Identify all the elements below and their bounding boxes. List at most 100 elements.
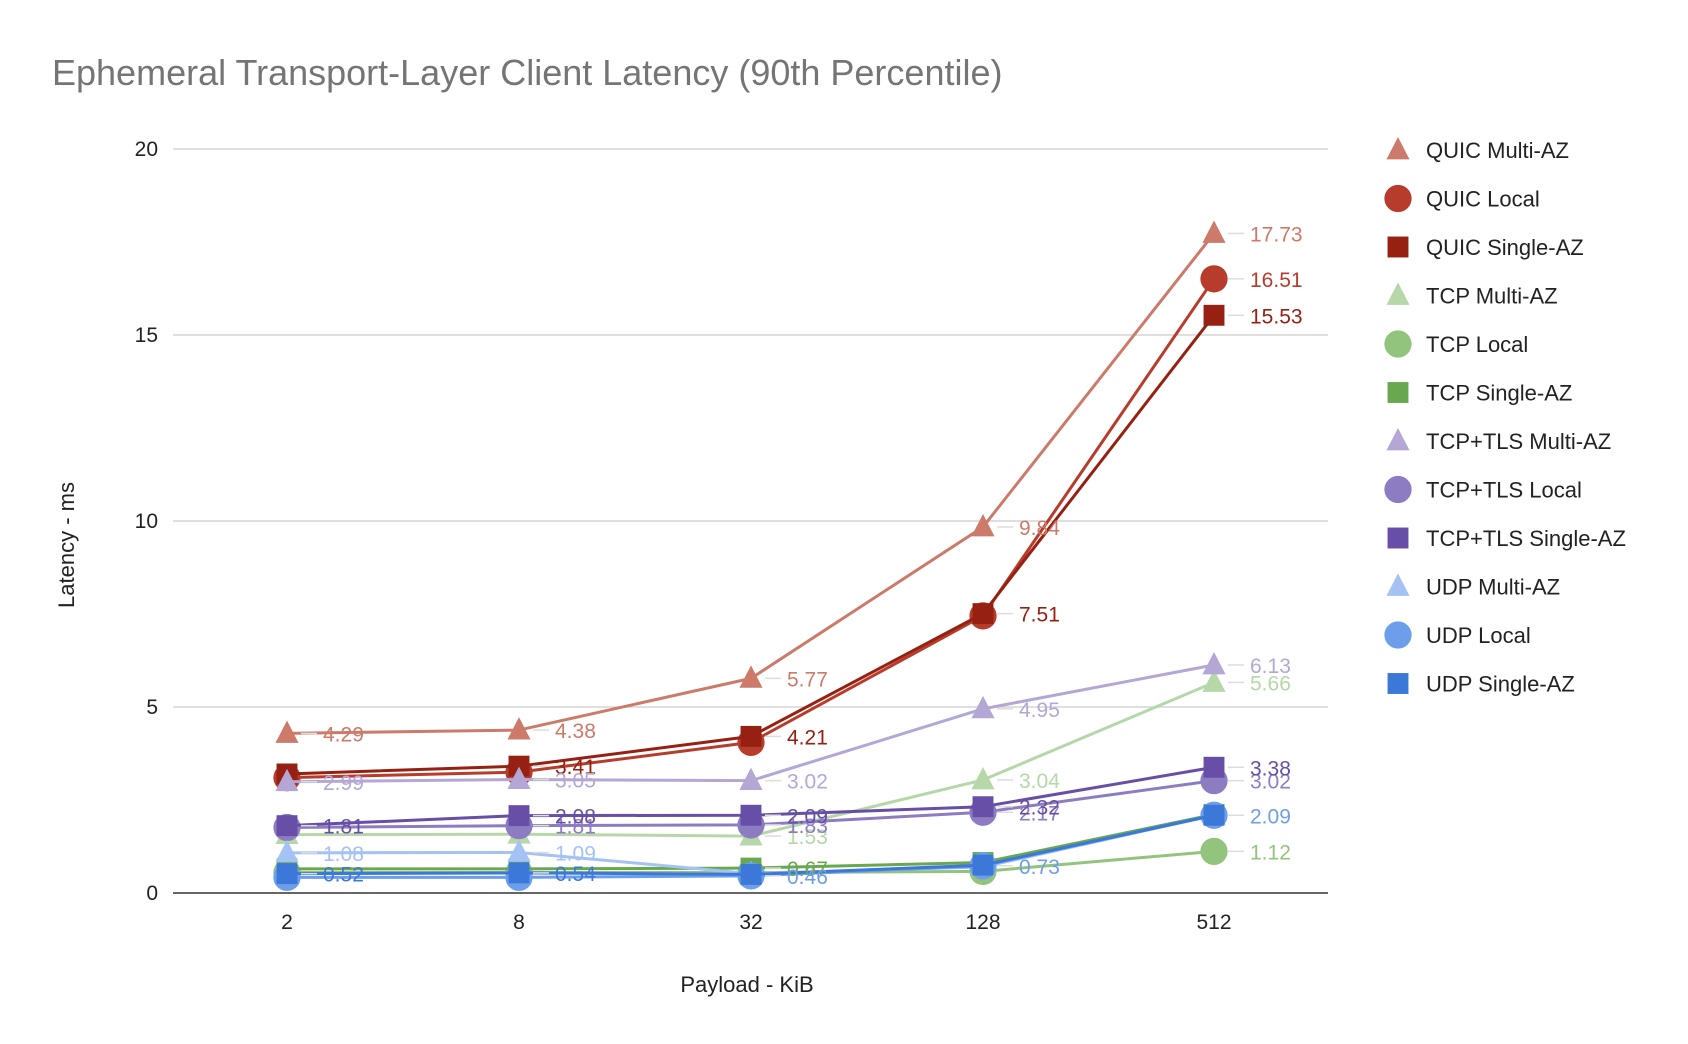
legend-item: TCP Multi-AZ — [1386, 282, 1558, 309]
data-label: 1.09 — [555, 842, 596, 865]
data-point — [1203, 756, 1225, 778]
data-label: 5.77 — [787, 668, 828, 691]
data-label: 0.67 — [787, 858, 828, 881]
legend-item: UDP Multi-AZ — [1386, 573, 1560, 600]
data-point — [972, 854, 994, 876]
data-point — [740, 804, 762, 826]
data-label: 16.51 — [1250, 269, 1303, 292]
legend-label: QUIC Multi-AZ — [1426, 138, 1569, 163]
data-label: 6.13 — [1250, 655, 1291, 678]
legend-label: UDP Single-AZ — [1426, 672, 1575, 697]
data-label: 1.83 — [787, 815, 828, 838]
data-label: 1.08 — [323, 843, 364, 866]
data-label: 1.81 — [555, 816, 596, 839]
legend-marker — [1386, 573, 1410, 596]
data-label: 3.02 — [787, 771, 828, 794]
data-point — [971, 695, 995, 719]
data-point — [740, 725, 762, 747]
data-label: 3.05 — [555, 770, 596, 793]
legend-item: QUIC Local — [1384, 184, 1540, 213]
data-label: 4.29 — [323, 723, 364, 746]
y-tick-label: 20 — [135, 138, 158, 161]
x-tick-label: 2 — [281, 911, 293, 934]
legend-marker — [1387, 382, 1409, 403]
data-point — [740, 863, 762, 885]
data-point — [972, 603, 994, 625]
legend-marker — [1387, 527, 1409, 549]
legend-item: TCP+TLS Single-AZ — [1387, 526, 1626, 551]
legend: QUIC Multi-AZ QUIC Local QUIC Single-AZ TCP… — [1384, 137, 1626, 697]
data-label: 3.38 — [1250, 757, 1291, 780]
data-label: 4.38 — [555, 720, 596, 743]
legend-label: UDP Multi-AZ — [1426, 575, 1560, 600]
data-point — [1202, 220, 1226, 243]
legend-marker — [1384, 330, 1412, 358]
legend-label: QUIC Local — [1426, 187, 1540, 212]
legend-item: TCP Single-AZ — [1387, 381, 1572, 406]
x-tick-label: 8 — [513, 911, 525, 934]
series-quic-single-az — [276, 304, 1225, 785]
data-label: 2.32 — [1019, 797, 1060, 820]
data-point — [1202, 652, 1226, 675]
data-point — [508, 805, 530, 827]
y-tick-label: 5 — [146, 696, 158, 719]
data-point — [508, 862, 530, 884]
data-label: 3.04 — [1019, 770, 1060, 793]
data-label: 1.12 — [1250, 841, 1291, 864]
series-layer — [273, 220, 1228, 892]
legend-item: UDP Local — [1384, 621, 1531, 649]
legend-item: QUIC Single-AZ — [1387, 235, 1584, 260]
data-point — [1203, 804, 1225, 826]
data-label: 2.99 — [323, 772, 364, 795]
legend-item: QUIC Multi-AZ — [1386, 137, 1569, 163]
data-point — [739, 767, 763, 791]
legend-item: TCP+TLS Local — [1384, 475, 1582, 504]
legend-label: QUIC Single-AZ — [1426, 235, 1584, 260]
data-point — [275, 720, 299, 743]
data-label: 7.51 — [1019, 604, 1060, 627]
data-point — [276, 863, 298, 885]
data-label: 15.53 — [1250, 305, 1303, 328]
legend-marker — [1384, 621, 1412, 649]
data-label: 1.81 — [323, 816, 364, 839]
legend-marker — [1386, 428, 1410, 451]
data-point — [971, 766, 995, 790]
data-label: 0.46 — [787, 866, 828, 889]
y-tick-label: 15 — [135, 324, 158, 347]
series-line — [286, 314, 1216, 776]
grid-lines — [173, 148, 1328, 708]
data-label: 17.73 — [1250, 223, 1303, 246]
legend-marker — [1387, 673, 1409, 694]
data-label: 5.66 — [1250, 672, 1291, 695]
data-point — [507, 766, 531, 789]
series-quic-multi-az — [275, 220, 1226, 743]
data-point — [971, 513, 995, 537]
y-axis-title: Latency - ms — [54, 482, 79, 608]
data-label: 2.08 — [555, 806, 596, 829]
series-line — [286, 277, 1216, 780]
legend-marker — [1387, 236, 1409, 258]
data-label: 2.09 — [1250, 805, 1291, 828]
legend-label: TCP+TLS Local — [1426, 478, 1582, 503]
data-point — [508, 755, 530, 777]
data-label: 4.95 — [1019, 699, 1060, 722]
legend-label: TCP+TLS Multi-AZ — [1426, 429, 1611, 454]
legend-label: TCP+TLS Single-AZ — [1426, 526, 1626, 551]
legend-marker — [1384, 184, 1412, 213]
x-axis-title: Payload - KiB — [680, 972, 813, 997]
data-point — [507, 717, 531, 740]
data-label: 9.84 — [1019, 517, 1060, 540]
legend-item: TCP Local — [1384, 330, 1528, 358]
data-point — [1203, 304, 1225, 326]
data-point — [275, 839, 299, 863]
chart-title: Ephemeral Transport-Layer Client Latency… — [52, 52, 1003, 93]
data-point — [276, 815, 298, 837]
data-label: 0.54 — [555, 863, 596, 886]
data-point — [739, 665, 763, 688]
data-point — [1202, 669, 1226, 692]
legend-marker — [1386, 282, 1410, 305]
data-point — [1200, 265, 1228, 293]
legend-item: UDP Single-AZ — [1387, 672, 1575, 697]
axes: 0 5 10 15 20 2 8 32 128 512 — [135, 138, 1328, 934]
